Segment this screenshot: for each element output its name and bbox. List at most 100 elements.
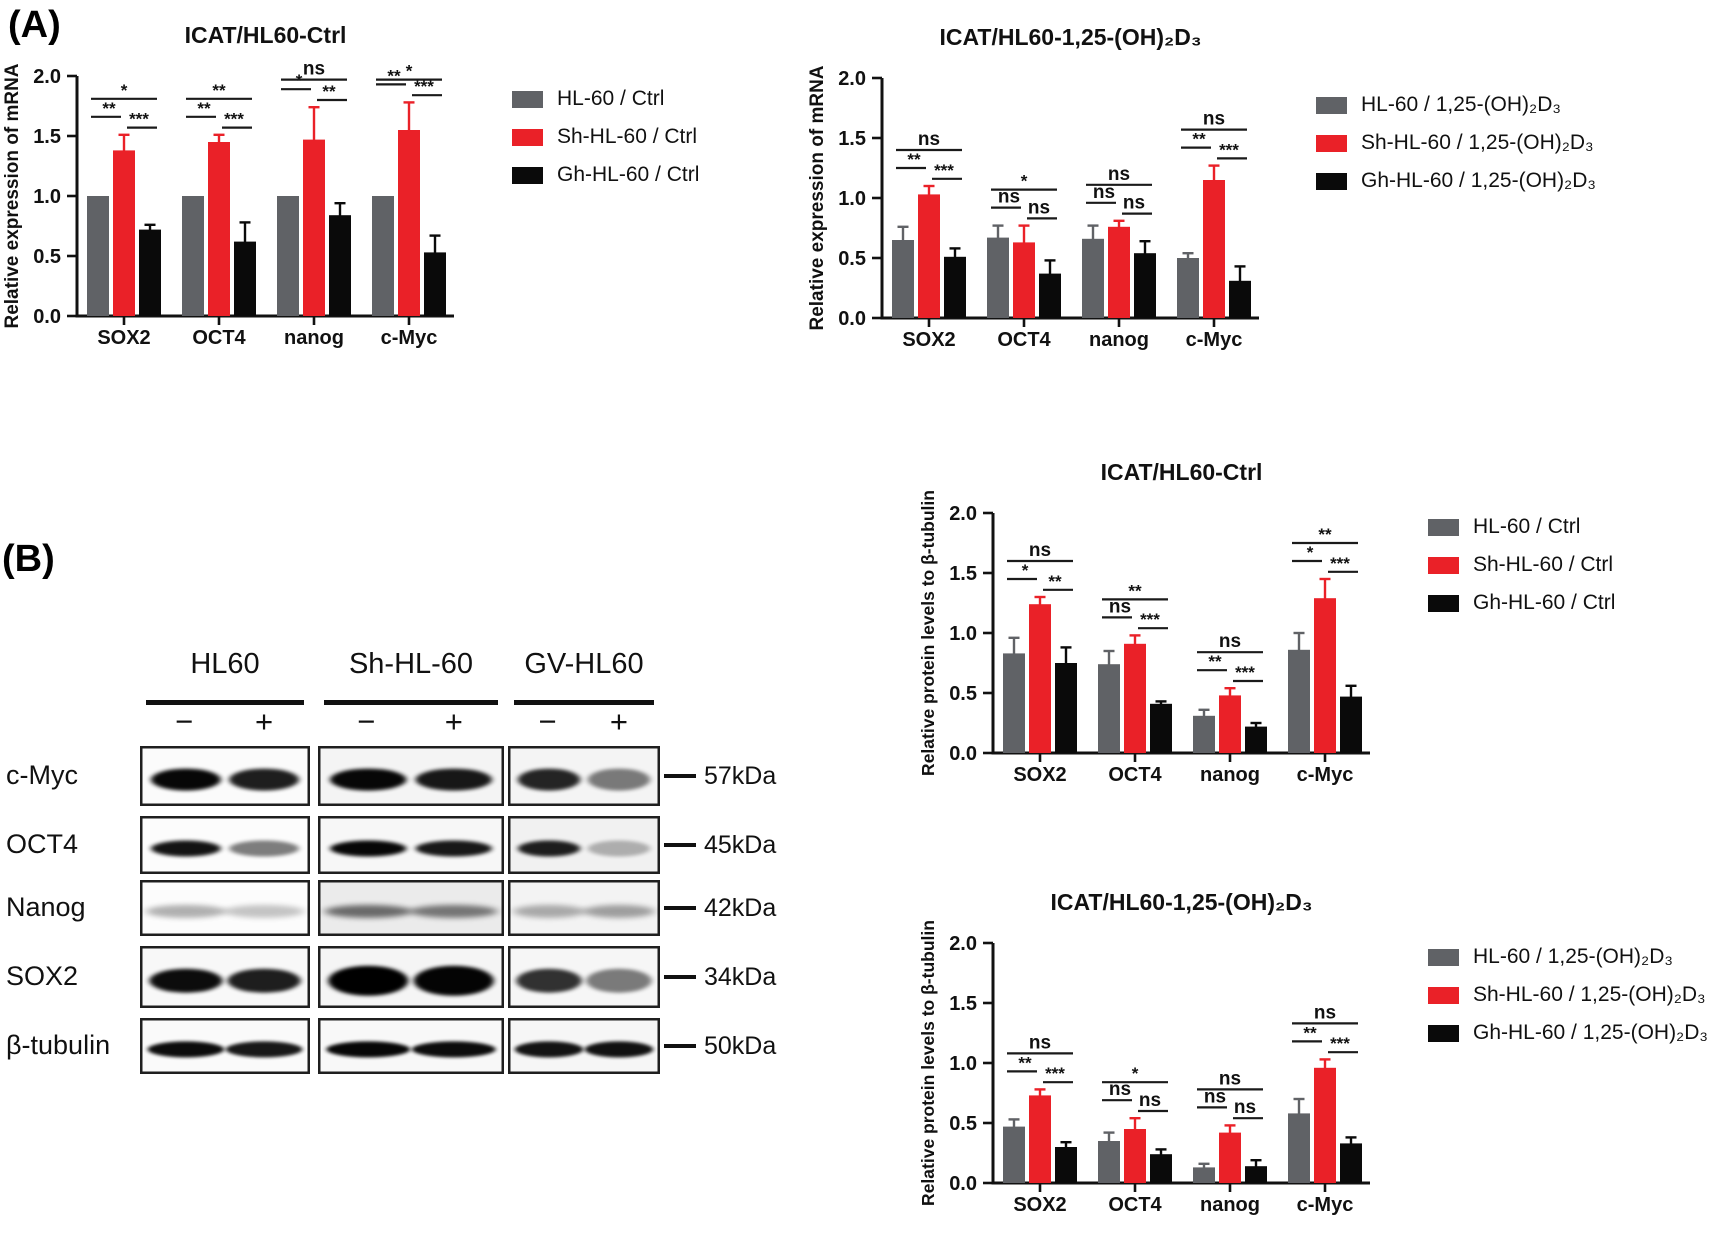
legend-swatch-icon [1316,134,1347,152]
legend-item: HL-60 / 1,25-(OH)₂D₃ [1316,86,1596,124]
legend-swatch-icon [512,90,543,108]
protein-label: β-tubulin [6,1030,111,1060]
y-axis-label: Relative expression of mRNA [807,65,828,330]
bar [87,196,109,316]
blot-lane-label: − [357,704,376,739]
bar [1150,703,1172,753]
sig-label: ** [1018,1053,1032,1072]
chart-title-mrna-ctrl: ICAT/HL60-Ctrl [184,22,347,48]
bar [1229,280,1251,318]
sig-label: ns [1139,1090,1161,1111]
bar [1314,1067,1336,1183]
category-label: c-Myc [1297,1194,1354,1216]
bar [303,139,325,316]
category-label: nanog [1089,329,1149,351]
blot-band [517,768,581,791]
bar [182,196,204,316]
blot-band [151,840,221,857]
bar [1098,1141,1120,1183]
blot-band [330,840,407,857]
legend-swatch-icon [512,166,543,184]
bar [1288,1113,1310,1183]
sig-label: * [406,62,413,81]
y-tick-label: 1.5 [838,128,866,150]
legend-swatch-icon [1428,594,1459,612]
blot-lane-label: − [175,704,194,739]
protein-label: OCT4 [6,829,79,859]
legend-swatch-icon [1428,556,1459,574]
blot-box [318,816,504,874]
bar [1013,242,1035,318]
legend-swatch-icon [512,128,543,146]
category-label: OCT4 [192,327,246,349]
y-tick-label: 2.0 [949,503,977,525]
blot-group-header: Sh-HL-60 [348,648,474,680]
bar [1039,273,1061,318]
legend-item: Gh-HL-60 / 1,25-(OH)₂D₃ [1428,1014,1708,1052]
mw-dash-icon [664,906,696,910]
legend-label: HL-60 / 1,25-(OH)₂D₃ [1473,945,1673,968]
legend-label: Sh-HL-60 / 1,25-(OH)₂D₃ [1473,983,1706,1006]
y-tick-label: 2.0 [838,68,866,90]
blot-band [410,904,498,918]
blot-box [318,1018,504,1074]
blot-box [140,816,310,874]
chart-title-mrna-vd3: ICAT/HL60-1,25-(OH)₂D₃ [939,24,1202,50]
bar [1134,253,1156,318]
bar [1245,726,1267,753]
legend-swatch-icon [1428,518,1459,536]
y-tick-label: 1.0 [949,623,977,645]
bar [918,194,940,318]
bar [277,196,299,316]
blot-box [318,946,504,1008]
protein-label: SOX2 [6,961,79,991]
blot-box [140,746,310,806]
sig-label: *** [414,77,434,96]
legend-item: Sh-HL-60 / 1,25-(OH)₂D₃ [1428,976,1708,1014]
blot-box [508,880,660,936]
legend-item: Gh-HL-60 / Ctrl [512,156,699,194]
chart-protein-vd3: 0.0 0.5 1.0 1.5 2.0 Relative protein levels t… [908,875,1378,1227]
legend-label: Gh-HL-60 / Ctrl [1473,591,1616,614]
mw-label: 50kDa [704,1032,777,1060]
bar [398,130,420,316]
bar [1003,653,1025,753]
legend-item: Sh-HL-60 / 1,25-(OH)₂D₃ [1316,124,1596,162]
category-label: nanog [1200,1194,1260,1216]
y-axis-label: Relative protein levels to β-tubulin [918,490,938,776]
y-tick-label: 0.5 [838,248,866,270]
blot-band [229,768,299,791]
y-tick-label: 1.5 [33,126,61,148]
bar [1203,180,1225,318]
blot-box [318,880,504,936]
bar [1193,715,1215,753]
protein-label: Nanog [6,892,86,922]
sig-label: * [1022,561,1029,580]
blot-box [508,746,660,806]
sig-label: ns [303,59,325,80]
sig-label: ns [1109,1079,1131,1100]
sig-label: ** [322,82,336,101]
category-label: SOX2 [1013,764,1066,786]
blot-lane-label: + [444,704,463,739]
panel-b-label: (B) [2,538,55,580]
blot-band [145,904,226,918]
y-tick-label: 1.0 [949,1053,977,1075]
blot-box [140,946,310,1008]
protein-label: c-Myc [6,760,78,790]
bar [1055,1147,1077,1183]
blot-band [513,904,585,918]
y-tick-label: 2.0 [33,66,61,88]
y-tick-label: 0.0 [33,306,61,328]
bar [372,196,394,316]
sig-label: ns [1203,109,1225,130]
bar [1150,1154,1172,1183]
bar [139,229,161,316]
bar [1003,1126,1025,1183]
sig-label: * [121,81,128,100]
chart-plot-protein-vd3: 0.0 0.5 1.0 1.5 2.0 Relative protein levels t… [918,920,1370,1216]
legend-label: Sh-HL-60 / Ctrl [557,125,698,148]
chart-mrna-ctrl: 0.0 0.5 1.0 1.5 2.0 Relative expression of mR… [0,8,462,360]
blot-band [227,968,301,993]
